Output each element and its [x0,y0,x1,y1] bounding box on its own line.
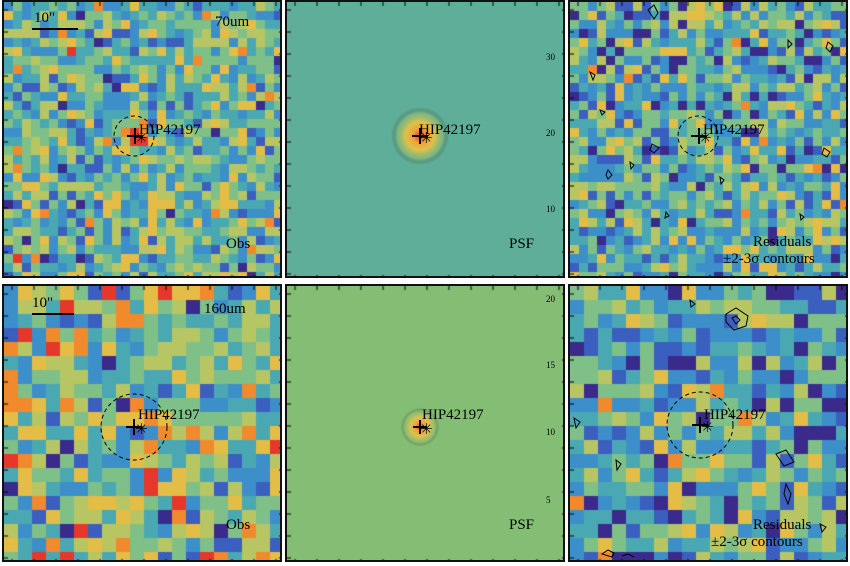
scale-label: 10" [32,295,54,311]
tick-label: 20 [546,294,555,304]
overlay-70um-psf [412,128,428,144]
panel-70um-obs: 10" 70um HIP42197 ✳ Obs [2,0,282,278]
corner-label: Obs [226,517,251,533]
source-label: HIP42197 [422,407,484,423]
obs-image-160um [4,286,280,560]
aperture-circle [677,115,719,157]
overlay-70um-resid [589,4,834,222]
tick-label: 5 [546,495,551,505]
panel-70um-resid: HIP42197 ✳ Residuals ±2-3σ contours [568,0,848,278]
tick-label: 10 [546,427,555,437]
source-label: HIP42197 [704,407,766,423]
star-marker-icon: ✳ [135,420,148,438]
source-label: HIP42197 [419,122,481,138]
star-marker-icon: ✳ [701,418,714,436]
psf-image-70um [287,2,563,276]
star-marker-icon: ✳ [699,129,712,147]
corner-label-2: ±2-3σ contours [723,251,815,267]
band-label: 160um [204,301,246,317]
tick-label: 15 [546,360,555,370]
overlay-70um-obs [32,28,155,157]
residual-contours [589,4,834,222]
tick-label: 30 [546,52,555,62]
corner-label: PSF [509,236,535,252]
panel-160um-obs: 10" 160um HIP42197 ✳ Obs [2,284,282,562]
overlay-160um-resid [573,298,827,558]
star-marker-icon: ✳ [420,129,433,147]
aperture-circle [100,393,168,461]
star-marker-icon: ✳ [135,129,148,147]
panel-70um-psf: HIP42197 ✳ PSF 10 20 30 [285,0,565,278]
panel-160um-resid: HIP42197 ✳ Residuals ±2-3σ contours [568,284,848,562]
tick-label: 10 [546,204,555,214]
band-label: 70um [215,14,250,30]
overlay-160um-obs [32,313,168,461]
scale-label: 10" [34,10,56,26]
overlay-160um-psf [413,420,427,434]
psf-image-160um [287,286,563,560]
aperture-circle [113,115,155,157]
panel-160um-psf: HIP42197 ✳ PSF 5 10 15 20 [285,284,565,562]
corner-label: Residuals [753,234,812,250]
source-label: HIP42197 [139,122,201,138]
resid-image-160um [570,286,846,560]
corner-label: Obs [226,236,251,252]
aperture-circle [666,391,734,459]
tick-label: 20 [546,128,555,138]
obs-image-70um [4,2,280,276]
residual-contours [573,298,827,558]
corner-label: Residuals [753,517,812,533]
source-label: HIP42197 [138,407,200,423]
corner-label: PSF [509,517,535,533]
source-label: HIP42197 [703,122,765,138]
corner-label-2: ±2-3σ contours [711,534,803,550]
resid-image-70um [570,2,846,276]
star-marker-icon: ✳ [420,420,433,438]
